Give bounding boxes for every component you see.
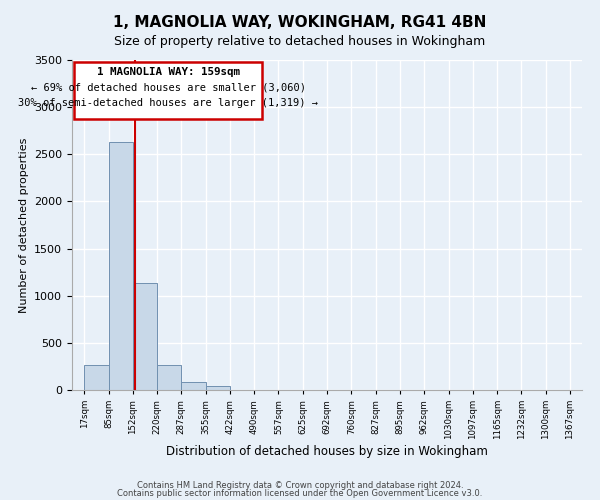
Text: ← 69% of detached houses are smaller (3,060): ← 69% of detached houses are smaller (3,…: [31, 82, 305, 92]
Bar: [109, 142, 133, 390]
Text: Contains HM Land Registry data © Crown copyright and database right 2024.: Contains HM Land Registry data © Crown c…: [137, 480, 463, 490]
Y-axis label: Number of detached properties: Number of detached properties: [19, 138, 29, 312]
Bar: [206, 386, 230, 390]
Bar: [133, 282, 157, 390]
Text: 30% of semi-detached houses are larger (1,319) →: 30% of semi-detached houses are larger (…: [18, 98, 318, 108]
Text: Size of property relative to detached houses in Wokingham: Size of property relative to detached ho…: [115, 35, 485, 48]
Bar: [181, 382, 206, 390]
Bar: [84, 364, 109, 390]
Text: Contains public sector information licensed under the Open Government Licence v3: Contains public sector information licen…: [118, 489, 482, 498]
Text: 1 MAGNOLIA WAY: 159sqm: 1 MAGNOLIA WAY: 159sqm: [97, 68, 239, 78]
Bar: [157, 364, 181, 390]
Text: 1, MAGNOLIA WAY, WOKINGHAM, RG41 4BN: 1, MAGNOLIA WAY, WOKINGHAM, RG41 4BN: [113, 15, 487, 30]
FancyBboxPatch shape: [74, 62, 262, 120]
X-axis label: Distribution of detached houses by size in Wokingham: Distribution of detached houses by size …: [166, 445, 488, 458]
